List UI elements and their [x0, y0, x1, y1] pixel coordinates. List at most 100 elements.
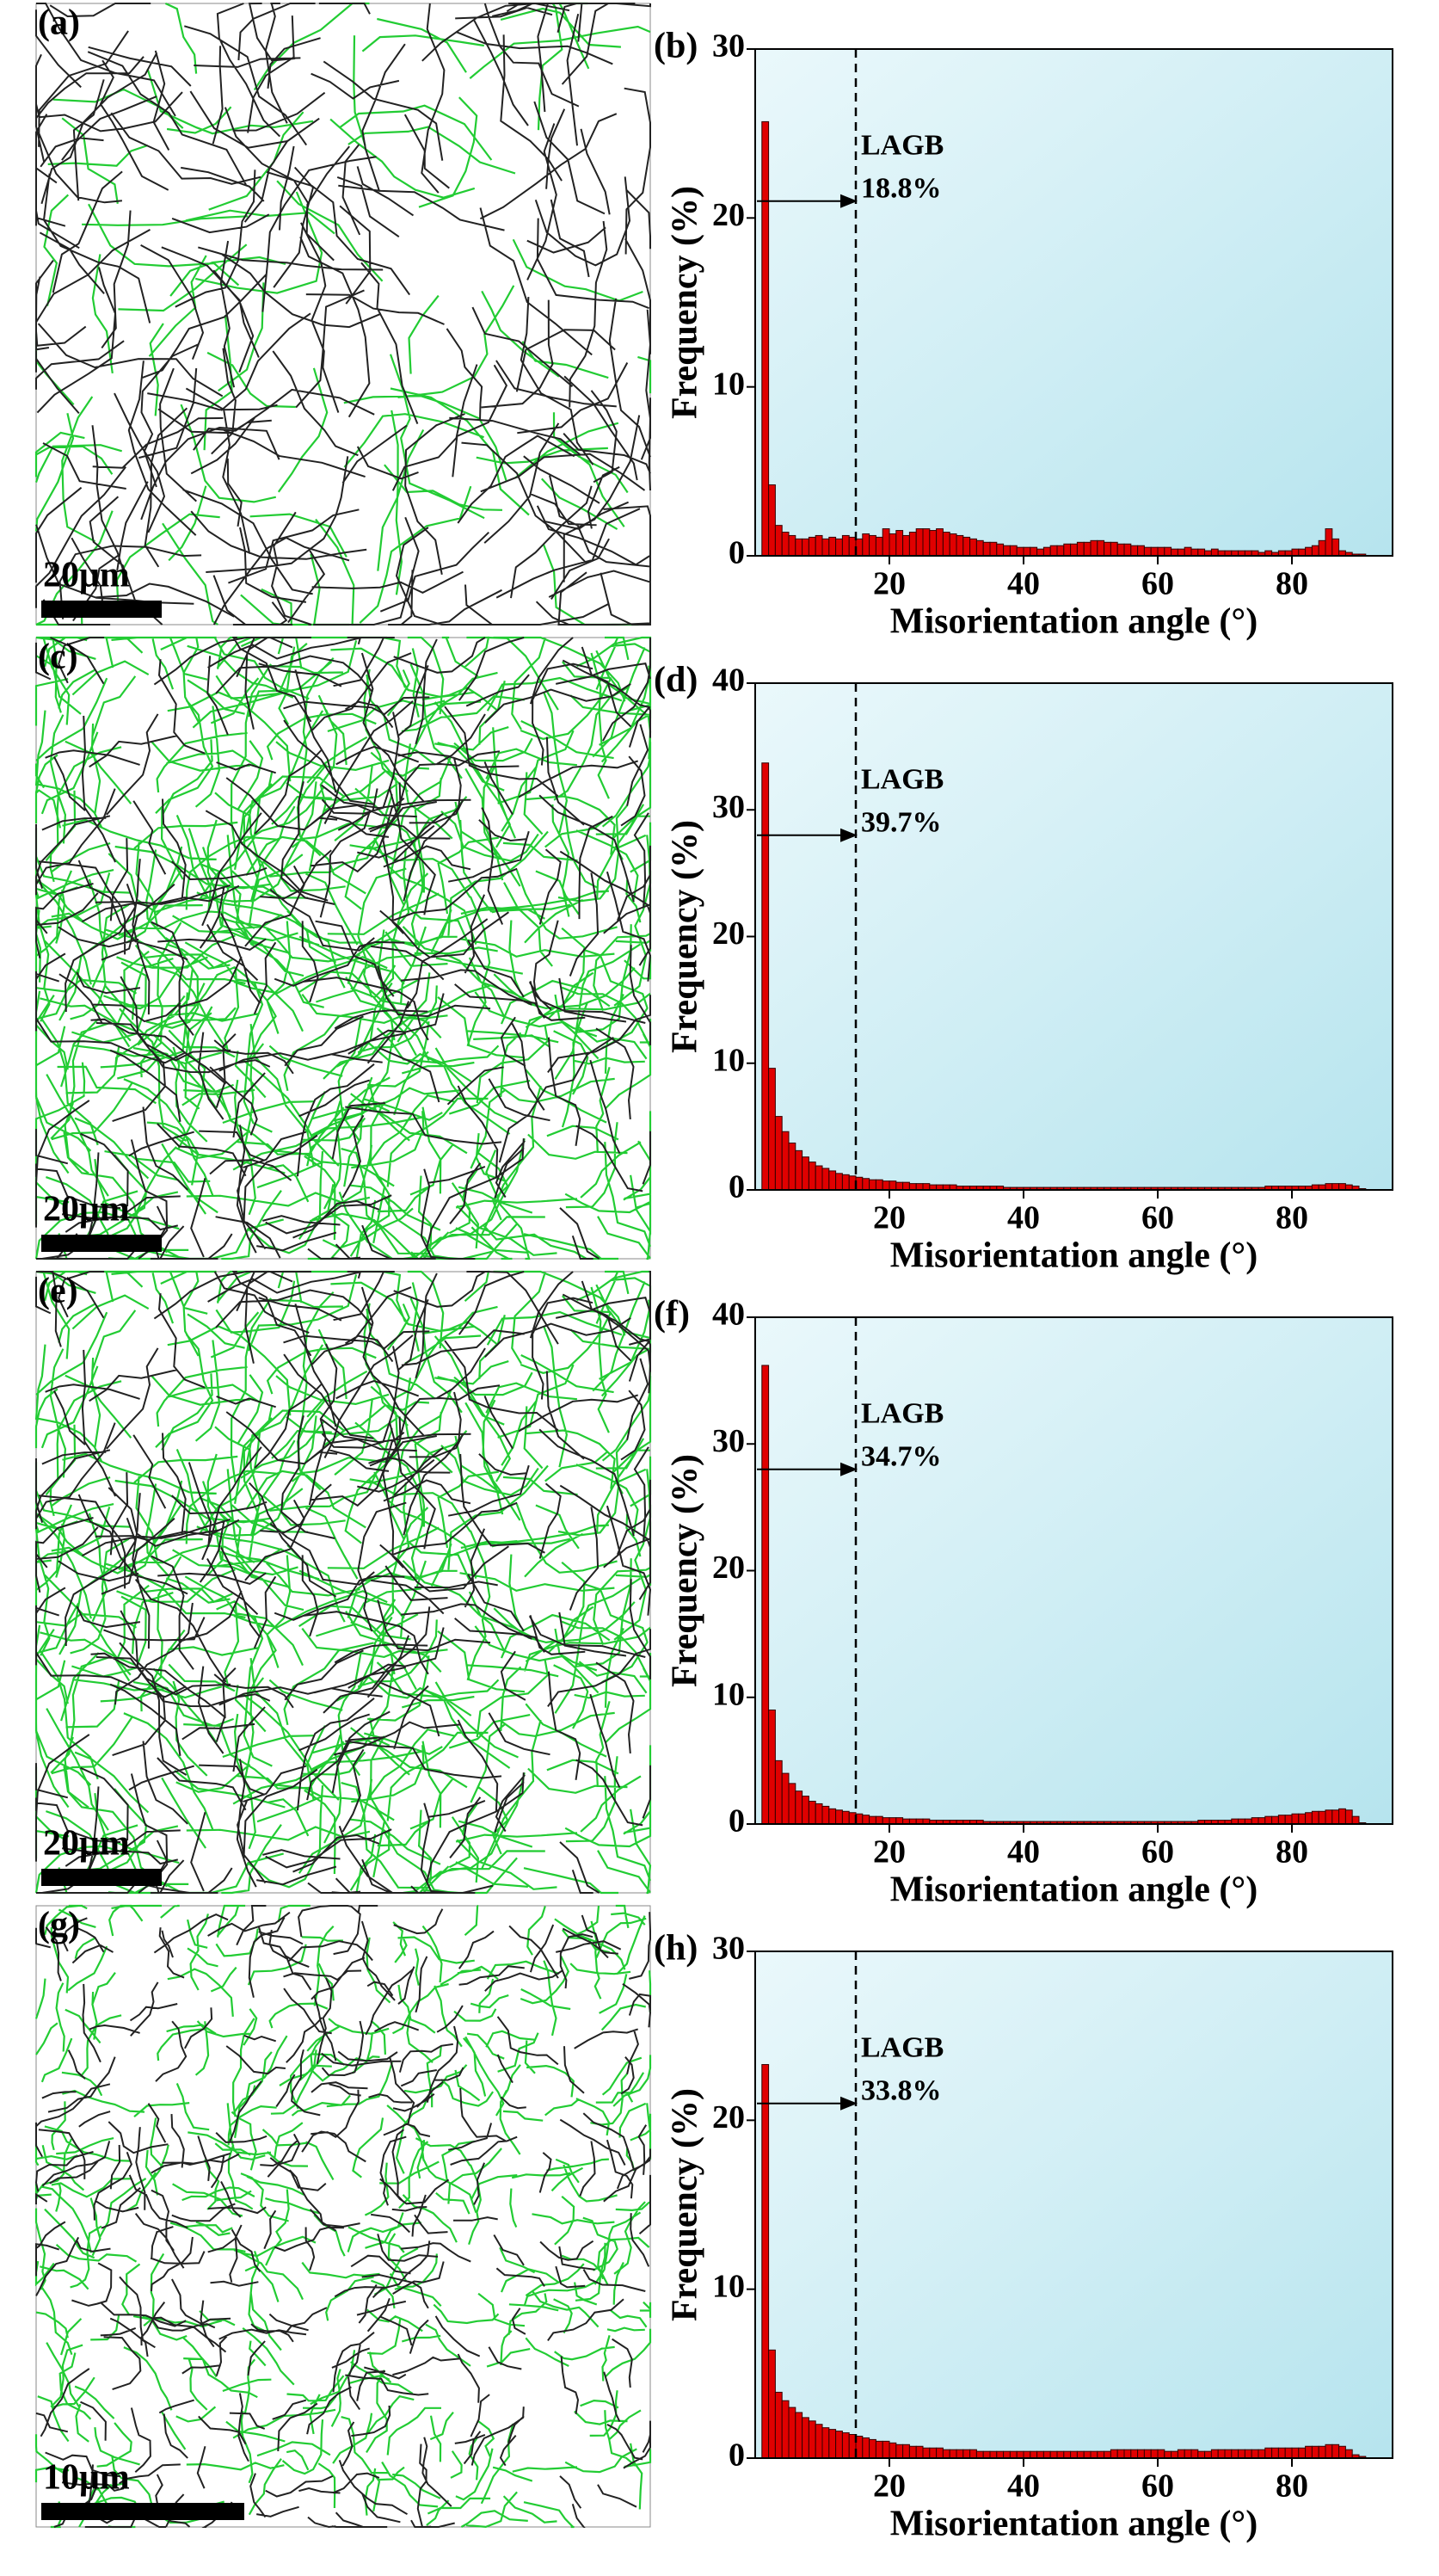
bar — [795, 1149, 803, 1191]
x-tick-label: 20 — [873, 1834, 906, 1870]
bar — [1042, 546, 1051, 557]
bar — [889, 533, 897, 557]
bar — [1090, 2450, 1098, 2459]
bar — [761, 762, 770, 1191]
bar — [1318, 2445, 1326, 2459]
plot-frame — [754, 48, 1393, 557]
bar — [1344, 1809, 1353, 1825]
bar — [808, 1162, 816, 1191]
bar — [821, 2427, 830, 2459]
bar — [936, 528, 944, 557]
bar — [802, 538, 809, 557]
bar — [996, 543, 1005, 557]
bar — [815, 1165, 823, 1191]
bar — [1164, 2450, 1172, 2459]
bar — [922, 1183, 931, 1191]
bar — [1311, 2445, 1319, 2459]
y-tick-label: 0 — [729, 1803, 745, 1840]
bar — [1177, 2449, 1185, 2459]
lagb-text: LAGB — [861, 2031, 944, 2063]
bar — [1143, 546, 1152, 557]
bar — [1284, 2447, 1293, 2459]
bar — [1023, 546, 1031, 557]
bar — [1190, 548, 1199, 557]
bar — [922, 2447, 931, 2459]
bar — [869, 1815, 876, 1825]
bar — [1023, 2450, 1031, 2459]
bar — [768, 2349, 776, 2459]
bar — [1338, 1808, 1346, 1825]
panel-label: (c) — [38, 638, 78, 677]
bar — [781, 1772, 790, 1825]
bar — [802, 2417, 809, 2459]
x-tick-label: 80 — [1276, 2468, 1308, 2505]
bar — [942, 532, 950, 557]
bar — [1009, 2450, 1018, 2459]
bar — [1049, 2450, 1058, 2459]
bar — [982, 2450, 991, 2459]
grain-boundaries-high — [35, 637, 652, 1260]
bar — [962, 2449, 971, 2459]
y-tick-label: 0 — [729, 2437, 745, 2474]
bar — [875, 2440, 883, 2459]
bar — [761, 120, 770, 557]
y-tick-label: 20 — [712, 2099, 745, 2135]
bar — [889, 1817, 897, 1825]
bar — [1003, 545, 1011, 557]
bar — [1291, 2447, 1300, 2459]
bar — [1298, 2447, 1307, 2459]
plot-frame — [754, 1950, 1393, 2459]
bar — [1338, 1183, 1346, 1191]
bar — [915, 528, 924, 557]
bar — [882, 528, 890, 557]
bar — [1076, 541, 1085, 557]
x-tick-label: 40 — [1007, 566, 1040, 602]
bar — [902, 2444, 910, 2459]
bar — [1204, 2450, 1212, 2459]
bar — [1036, 548, 1044, 557]
bar — [1311, 1810, 1319, 1825]
y-tick-label: 30 — [712, 1931, 745, 1967]
bar — [1036, 2450, 1044, 2459]
bar — [969, 2449, 977, 2459]
y-tick-label: 40 — [712, 662, 745, 699]
bar — [841, 2432, 850, 2459]
bar — [761, 1365, 770, 1825]
bar — [862, 533, 870, 557]
scale-bar — [41, 1235, 162, 1252]
bar — [788, 1783, 796, 1825]
x-axis-label: Misorientation angle (°) — [890, 1236, 1258, 1276]
x-tick-label: 60 — [1141, 2468, 1174, 2505]
bar — [1042, 2450, 1051, 2459]
x-tick-label: 40 — [1007, 1834, 1040, 1870]
bar — [1311, 545, 1319, 557]
bar — [788, 534, 796, 557]
bar — [1331, 1809, 1340, 1825]
bar — [1305, 546, 1313, 557]
bar — [1184, 2449, 1192, 2459]
x-axis-label: Misorientation angle (°) — [890, 602, 1258, 642]
bar — [828, 1170, 837, 1191]
bar — [1137, 2449, 1145, 2459]
bar — [929, 2447, 938, 2459]
bar — [1083, 541, 1092, 557]
bar — [774, 1116, 783, 1191]
bar — [1090, 539, 1098, 557]
bar — [1137, 545, 1145, 557]
micrograph — [35, 1905, 651, 2528]
bar — [1331, 2444, 1340, 2459]
bar — [1338, 2445, 1346, 2459]
bar — [1197, 548, 1206, 557]
bar — [1277, 1815, 1286, 1825]
bar — [1171, 2450, 1178, 2459]
grain-boundaries-high — [35, 1271, 652, 1894]
bar — [1251, 1817, 1259, 1825]
y-tick-label: 10 — [712, 1676, 745, 1712]
bar — [802, 1796, 809, 1825]
bar — [1325, 2444, 1333, 2459]
x-tick-label: 80 — [1276, 566, 1308, 602]
bar — [889, 2442, 897, 2459]
bar — [1076, 2450, 1085, 2459]
bar — [949, 533, 957, 557]
